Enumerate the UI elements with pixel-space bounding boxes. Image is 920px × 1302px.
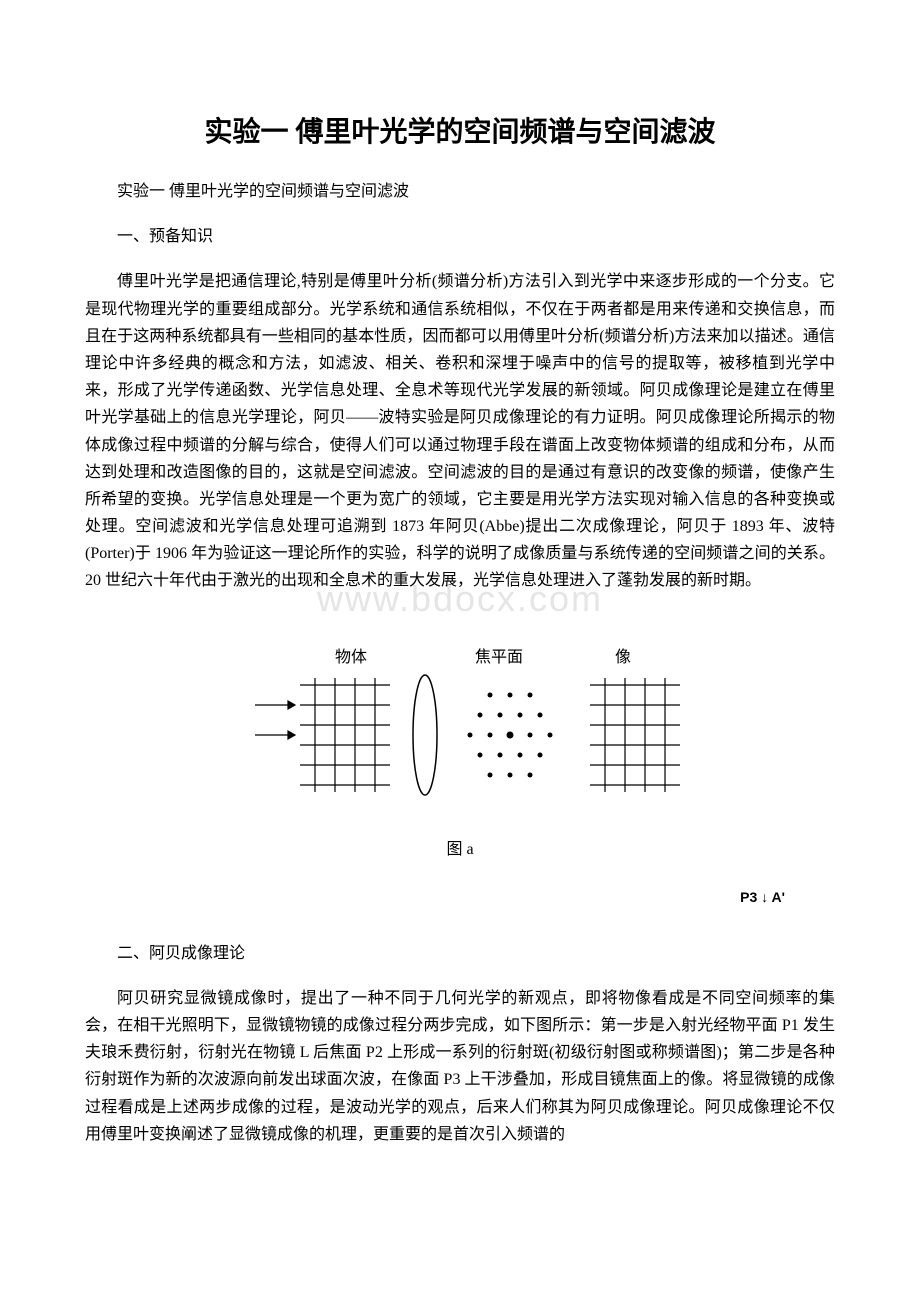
section1-heading: 一、预备知识 — [85, 223, 835, 250]
partial-label: P3 ↓ A' — [85, 889, 835, 905]
label-focal-plane: 焦平面 — [475, 648, 523, 666]
abbe-diagram-svg: 物体 焦平面 像 — [220, 640, 700, 820]
section2-heading: 二、阿贝成像理论 — [85, 940, 835, 967]
light-arrows — [255, 701, 295, 739]
page-title: 实验一 傅里叶光学的空间频谱与空间滤波 — [85, 110, 835, 150]
diagram-caption: 图 a — [85, 835, 835, 859]
label-image: 像 — [615, 648, 631, 666]
image-grid — [590, 678, 680, 792]
object-grid — [300, 678, 390, 792]
diffraction-pattern — [468, 692, 553, 777]
label-object: 物体 — [335, 648, 367, 666]
optics-diagram: 物体 焦平面 像 — [85, 640, 835, 825]
lens-shape — [413, 675, 437, 795]
section2-paragraph: 阿贝研究显微镜成像时，提出了一种不同于几何光学的新观点，即将物像看成是不同空间频… — [85, 985, 835, 1148]
subtitle-text: 实验一 傅里叶光学的空间频谱与空间滤波 — [85, 178, 835, 205]
section1-paragraph: 傅里叶光学是把通信理论,特别是傅里叶分析(频谱分析)方法引入到光学中来逐步形成的… — [85, 268, 835, 594]
